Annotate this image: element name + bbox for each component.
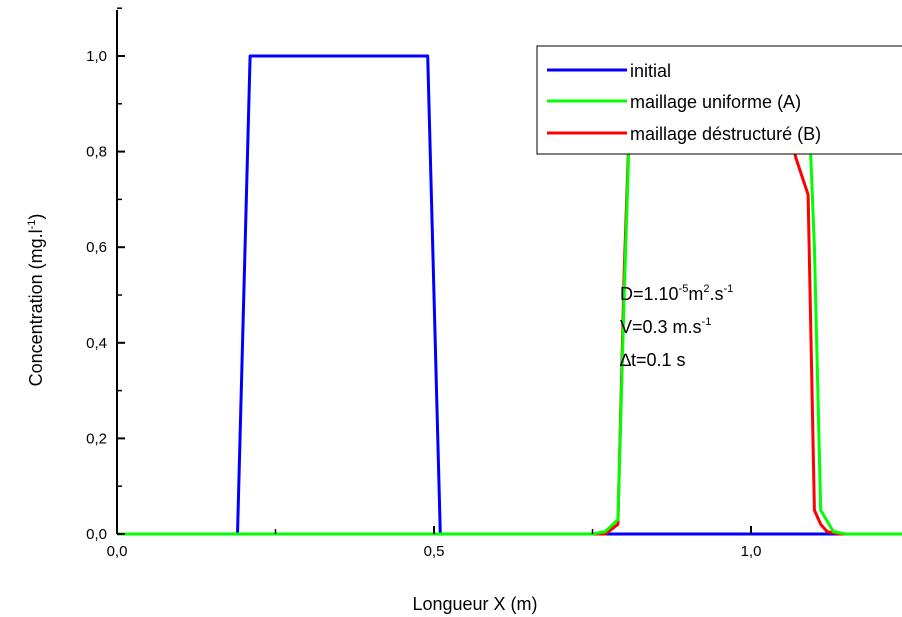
y-tick-label: 1,0 bbox=[86, 48, 107, 65]
legend-label-destructure: maillage déstructuré (B) bbox=[630, 124, 821, 144]
y-axis-title: Concentration (mg.l-1) bbox=[26, 214, 46, 387]
annotation-diffusion-tail: .s bbox=[709, 284, 723, 304]
legend: initial maillage uniforme (A) maillage d… bbox=[536, 45, 902, 155]
annotation-diffusion-sup1: -5 bbox=[679, 283, 689, 295]
x-tick-label: 1,0 bbox=[741, 543, 762, 560]
y-tick-label: 0,0 bbox=[86, 526, 107, 543]
x-tick-label: 0,0 bbox=[107, 543, 128, 560]
annotation-velocity-text: V=0.3 m.s bbox=[620, 317, 702, 337]
annotation-diffusion-sup2: 2 bbox=[703, 283, 709, 295]
y-tick-label: 0,2 bbox=[86, 430, 107, 447]
y-ticks: 0,0 0,2 0,4 0,6 0,8 1,0 bbox=[86, 7, 125, 543]
y-tick-label: 0,4 bbox=[86, 335, 107, 352]
legend-label-initial: initial bbox=[630, 61, 671, 81]
y-axis-title-main: Concentration (mg.l bbox=[26, 229, 46, 386]
legend-label-uniforme: maillage uniforme (A) bbox=[630, 92, 801, 112]
y-axis-title-sup: -1 bbox=[26, 220, 38, 230]
y-axis-title-tail: ) bbox=[26, 214, 46, 220]
x-axis-title: Longueur X (m) bbox=[412, 594, 537, 614]
annotation-velocity-sup: -1 bbox=[702, 316, 712, 328]
annotation-velocity: V=0.3 m.s-1 bbox=[620, 316, 711, 337]
x-ticks: 0,00,51,01,52,0 bbox=[107, 526, 762, 560]
annotations: D=1.10-5m2.s-1 V=0.3 m.s-1 ∆t=0.1 s bbox=[620, 283, 733, 370]
annotation-diffusion: D=1.10-5m2.s-1 bbox=[620, 283, 733, 304]
y-tick-label: 0,8 bbox=[86, 144, 107, 161]
annotation-diffusion-mid: m bbox=[688, 284, 703, 304]
y-tick-label: 0,6 bbox=[86, 239, 107, 256]
annotation-timestep: ∆t=0.1 s bbox=[620, 350, 686, 370]
annotation-diffusion-sup3: -1 bbox=[723, 283, 733, 295]
annotation-diffusion-text: D=1.10 bbox=[620, 284, 679, 304]
x-tick-label: 0,5 bbox=[424, 543, 445, 560]
